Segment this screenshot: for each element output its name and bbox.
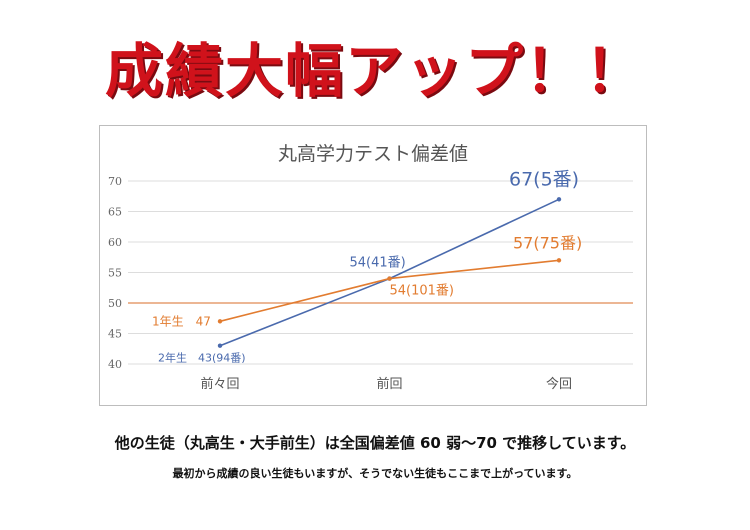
y-tick-label: 65 [108, 206, 122, 219]
y-tick-label: 55 [108, 267, 122, 280]
caption-line-2: 最初から成績の良い生徒もいますが、そうでない生徒もここまで上がっています。 [172, 467, 578, 480]
caption-line-1: 他の生徒（丸高生・大手前生）は全国偏差値 60 弱〜70 で推移しています。 [114, 434, 636, 452]
x-tick-label: 今回 [546, 376, 572, 392]
data-point [217, 343, 223, 348]
y-tick-label: 45 [108, 328, 122, 341]
headline: 成績大幅アップ！！ [104, 37, 645, 105]
data-label: 1年生 47 [152, 314, 211, 328]
data-label: 2年生 43(94番) [158, 351, 246, 365]
y-tick-label: 70 [108, 175, 122, 188]
data-point [217, 319, 223, 324]
y-tick-label: 50 [108, 297, 122, 310]
data-label: 57(75番) [513, 233, 582, 252]
x-tick-label: 前回 [376, 376, 402, 392]
data-label: 54(41番) [350, 256, 406, 271]
score-chart: 丸高学力テスト偏差値 40 45 50 55 60 65 70 前々回 前回 今回 2年生 43(94… [99, 125, 647, 406]
data-point [556, 197, 562, 202]
chart-title: 丸高学力テスト偏差値 [278, 143, 468, 165]
data-point [387, 276, 392, 281]
data-label: 67(5番) [509, 168, 579, 190]
y-tick-label: 60 [108, 236, 122, 249]
data-label: 54(101番) [390, 284, 455, 299]
y-tick-label: 40 [108, 358, 122, 371]
data-point [556, 258, 562, 263]
x-tick-label: 前々回 [200, 376, 239, 392]
chart-svg: 丸高学力テスト偏差値 40 45 50 55 60 65 70 前々回 前回 今回 2年生 43(94… [108, 143, 633, 392]
